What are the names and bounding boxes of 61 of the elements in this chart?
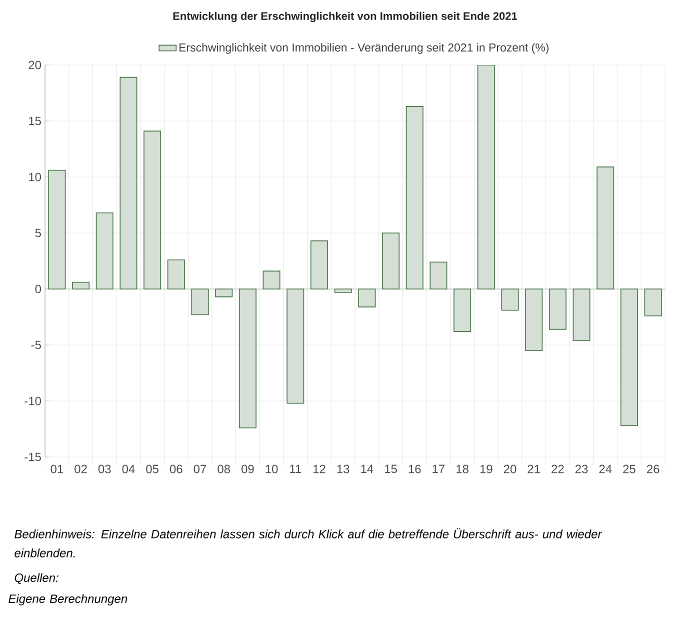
- bar: [238, 288, 256, 428]
- y-tick-label: -10: [24, 396, 42, 406]
- bar: [286, 288, 304, 404]
- bar: [382, 232, 400, 290]
- x-tick-label: 08: [218, 464, 230, 474]
- x-tick-label: 07: [194, 464, 206, 474]
- bar: [430, 262, 448, 290]
- bar: [596, 166, 614, 290]
- bar: [454, 288, 472, 332]
- x-tick-label: 21: [528, 464, 540, 474]
- text: Eigene Berechnungen: [8, 594, 128, 606]
- bar: [48, 170, 66, 290]
- x-tick-label: 14: [361, 464, 374, 474]
- bar: [572, 288, 590, 341]
- x-tick-label: 20: [504, 464, 516, 474]
- x-tick-label: 22: [552, 464, 564, 474]
- x-tick-label: 11: [290, 464, 302, 474]
- x-tick-label: 26: [647, 464, 660, 474]
- x-tick-label: 17: [432, 464, 445, 474]
- bar: [525, 288, 543, 351]
- x-tick-label: 18: [456, 464, 468, 474]
- x-tick-label: 03: [98, 464, 111, 474]
- y-tick-label: 0: [35, 284, 42, 294]
- chart-title: Entwicklung der Erschwinglichkeit von Immobilien seit Ende 2021: [173, 12, 518, 22]
- x-tick-label: 01: [50, 464, 64, 474]
- y-tick-label: 10: [29, 172, 42, 182]
- bar: [262, 270, 280, 290]
- bar: [167, 259, 185, 290]
- y-tick-label: -15: [24, 452, 41, 462]
- bar: [358, 288, 376, 308]
- text: Bedienhinweis: Einzelne Datenreihen lassen sich durch Klick auf die betreffende Überschrift aus- und wieder einblenden.: [14, 528, 602, 558]
- x-tick-label: 12: [313, 464, 326, 474]
- x-tick-label: 15: [385, 464, 397, 474]
- x-tick-label: 04: [122, 464, 135, 474]
- x-tick-label: 19: [480, 464, 492, 474]
- y-tick-label: 15: [29, 116, 41, 126]
- y-tick-label: -5: [31, 340, 41, 350]
- x-tick-label: 09: [241, 464, 254, 474]
- x-tick-label: 25: [623, 464, 636, 474]
- x-tick-label: 05: [146, 464, 158, 474]
- y-tick-label: 20: [28, 60, 42, 70]
- bar: [120, 76, 138, 290]
- bar: [96, 212, 114, 290]
- bar: [191, 288, 209, 316]
- bar: [310, 240, 328, 290]
- x-tick-label: 02: [74, 464, 87, 474]
- source-note: Quellen:: [14, 573, 58, 584]
- x-tick-label: 06: [170, 464, 182, 474]
- y-tick-label: 5: [35, 228, 41, 238]
- x-tick-label: 24: [599, 464, 612, 474]
- bar: [644, 288, 662, 316]
- x-tick-label: 16: [408, 464, 421, 474]
- bar: [620, 288, 638, 426]
- bar: [548, 288, 566, 330]
- bar: [144, 130, 162, 290]
- bar: [406, 106, 424, 290]
- x-tick-label: 10: [266, 464, 278, 474]
- x-tick-label: 23: [575, 464, 588, 474]
- x-tick-label: 13: [337, 464, 350, 474]
- legend-label: Erschwinglichkeit von Immobilien - Veränderung seit 2021 in Prozent (%): [180, 43, 549, 54]
- bar: [501, 288, 519, 311]
